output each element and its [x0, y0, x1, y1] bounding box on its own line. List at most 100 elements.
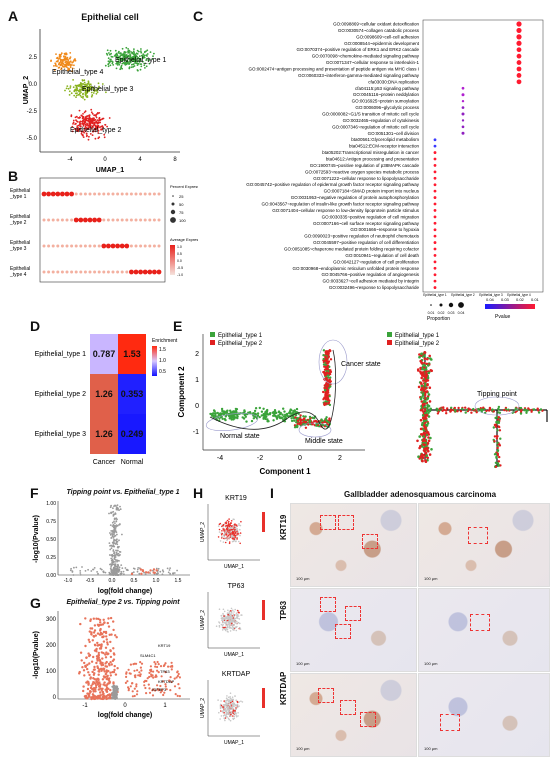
go-enrichment-dot: [433, 164, 437, 167]
feature-cell-point: [226, 630, 229, 633]
umap-cell-point: [138, 60, 141, 63]
volcano-sig-point: [168, 679, 171, 682]
go-enrichment-dot: [516, 66, 522, 72]
volcano-sig-point: [153, 661, 156, 664]
trajectory-cell-point: [224, 415, 227, 418]
trajectory-cell-point: [229, 416, 233, 419]
feature-cell-point: [232, 620, 235, 623]
umap-cell-point: [139, 60, 142, 62]
umap-cell-point: [82, 95, 84, 98]
volcano-point: [79, 572, 82, 574]
volcano-sig-point: [176, 674, 179, 678]
dotplot-row-label: Epithelial: [10, 240, 30, 246]
feature-cell-point: [235, 617, 237, 620]
volcano-sig-point: [135, 685, 138, 688]
umap-cell-point: [84, 125, 87, 128]
umap-cell-point: [82, 93, 84, 96]
dotplot-dot: [60, 270, 64, 274]
umap-cell-point: [144, 62, 146, 65]
volcano-point: [166, 567, 169, 570]
trajectory-cell-point: [250, 419, 254, 423]
trajectory-cell-point: [322, 349, 326, 352]
umap-cell-point: [148, 62, 151, 65]
trajectory-cell-point: [289, 409, 292, 412]
dotplot-row-label: Epithelial: [10, 266, 30, 272]
go-enrichment-dot: [433, 266, 437, 270]
volcano-sig-point: [157, 663, 160, 666]
dotplot-dot: [106, 270, 110, 274]
go-enrichment-dot: [433, 215, 437, 219]
feature-cell-point: [235, 626, 238, 629]
feature-cell-point: [240, 614, 242, 616]
trajectory-cell-point: [220, 413, 223, 416]
feature-cell-point: [231, 532, 233, 534]
legend-size-label: 50: [179, 202, 184, 207]
umap-cell-point: [142, 60, 144, 63]
trajectory-cell-point: [209, 412, 212, 416]
feature-cell-point: [234, 608, 236, 611]
tree-cell-point: [425, 375, 428, 379]
volcano-sig-point: [113, 668, 116, 672]
volcano-sig-point: [170, 680, 173, 684]
feature-cell-point: [230, 713, 232, 716]
trajectory-cell-point: [212, 414, 216, 418]
tree-cell-point: [426, 383, 429, 387]
volcano-point: [112, 515, 115, 517]
tree-cell-point: [424, 411, 427, 415]
tree-cell-point: [426, 404, 429, 408]
y-tick-label: 100: [46, 669, 57, 675]
trajectory-cell-point: [277, 414, 280, 417]
dotplot-dot: [97, 244, 101, 248]
tree-cell-point: [498, 429, 502, 432]
umap-cell-point: [130, 66, 133, 69]
volcano-sig-point: [163, 691, 166, 694]
go-term-label: GO:0030968~endoplasmic reticulum unfolde…: [293, 266, 420, 271]
volcano-sig-point: [164, 685, 167, 688]
trajectory-cell-point: [323, 402, 326, 405]
volcano-point: [93, 567, 96, 569]
trajectory-cell-point: [323, 420, 326, 424]
feature-cell-point: [226, 702, 228, 704]
umap-cell-point: [80, 82, 83, 85]
tree-cell-point: [498, 443, 501, 446]
go-term-label: GO:0007346~regulation of mitotic cell cy…: [332, 124, 419, 129]
tree-cell-point: [422, 435, 425, 438]
volcano-point: [113, 531, 115, 533]
feature-plot-xlabel: UMAP_1: [224, 652, 244, 658]
umap-cell-point: [90, 108, 93, 111]
volcano-sig-point: [98, 668, 101, 671]
tree-cell-point: [494, 465, 498, 468]
heatmap-row-label: Epithelial_type 1: [35, 351, 86, 358]
tree-cell-point: [497, 405, 501, 409]
trajectory-cell-point: [260, 410, 264, 413]
volcano-point: [114, 522, 116, 524]
feature-cell-point: [229, 615, 232, 618]
volcano-sig-point: [152, 676, 155, 679]
umap-cell-point: [70, 115, 73, 118]
feature-cell-point: [235, 529, 237, 532]
volcano-sig-point: [102, 697, 106, 700]
umap-cell-point: [88, 117, 91, 120]
trajectory-cell-point: [252, 417, 255, 420]
trajectory-cell-point: [283, 410, 286, 413]
feature-cell-point: [224, 719, 226, 722]
volcano-sig-point: [109, 649, 112, 652]
volcano-sig-point: [104, 631, 108, 635]
dotplot-dot: [157, 244, 161, 248]
volcano-sig-point: [140, 572, 143, 575]
volcano-sig-point: [90, 627, 94, 630]
legend-enrichment-label: 0.5: [159, 369, 166, 375]
dotplot-dot: [47, 270, 51, 274]
umap-cell-point: [88, 115, 91, 118]
go-term-label: GO:0008544~epidermis development: [344, 41, 420, 46]
feature-plot-ylabel: UMAP_2: [200, 522, 206, 542]
feature-cell-point: [236, 706, 239, 708]
heatmap-row-label: Epithelial_type 3: [35, 431, 86, 438]
umap-cell-point: [72, 119, 75, 122]
umap-cell-point: [85, 119, 88, 122]
tree-cell-point: [427, 393, 431, 396]
volcano-sig-point: [92, 673, 96, 676]
tree-cell-point: [430, 358, 433, 361]
volcano-sig-point: [103, 681, 106, 684]
umap-cell-point: [145, 50, 147, 53]
